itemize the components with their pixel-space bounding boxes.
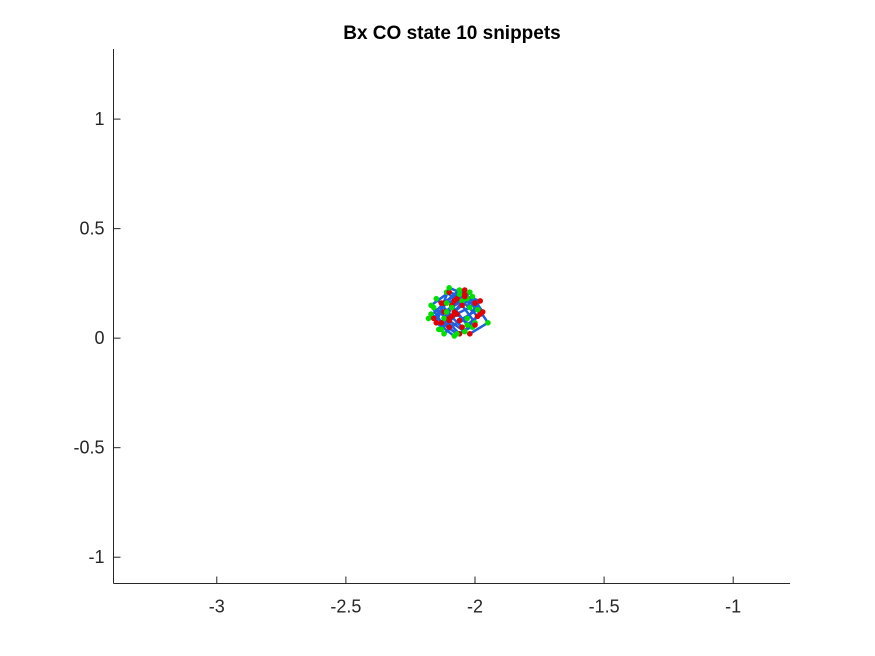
snippet-point xyxy=(456,317,463,324)
snippet-point xyxy=(464,315,471,322)
snippet-point xyxy=(472,322,478,328)
y-tick-label: 0.5 xyxy=(79,219,104,239)
snippet-point xyxy=(461,293,468,300)
snippet-point xyxy=(433,320,440,326)
snippet-point xyxy=(443,300,450,306)
snippet-point xyxy=(446,289,453,296)
snippet-line-8 xyxy=(429,293,482,329)
x-tick-label: -2 xyxy=(467,597,483,617)
snippet-point xyxy=(451,333,458,339)
snippet-point xyxy=(443,309,450,315)
snippet-point xyxy=(459,298,465,304)
snippet-point xyxy=(459,324,465,331)
y-tick-label: -1 xyxy=(88,547,104,567)
plot-area xyxy=(113,49,790,584)
snippet-point xyxy=(433,295,440,302)
snippet-point xyxy=(456,287,463,293)
snippet-point xyxy=(430,315,437,322)
snippet-point xyxy=(461,328,468,335)
snippet-point xyxy=(438,300,445,306)
snippet-point xyxy=(485,320,491,326)
snippet-point xyxy=(474,306,481,313)
snippet-point xyxy=(438,320,445,326)
snippet-point xyxy=(446,315,453,322)
snippet-point xyxy=(477,298,484,304)
chart-title: Bx CO state 10 snippets xyxy=(343,23,561,44)
snippet-point xyxy=(446,324,453,331)
snippet-point xyxy=(428,311,434,317)
x-tick-label: -1.5 xyxy=(589,597,620,617)
snippet-point xyxy=(441,331,447,337)
snippet-point xyxy=(467,331,473,337)
snippet-point xyxy=(472,300,478,306)
snippet-point xyxy=(441,315,447,322)
y-tick-label: 1 xyxy=(94,109,104,129)
snippet-point xyxy=(464,322,471,328)
y-tick-label: 0 xyxy=(94,328,104,348)
y-tick-label: -0.5 xyxy=(73,438,104,458)
snippet-point xyxy=(467,289,473,296)
x-tick-label: -2.5 xyxy=(330,597,361,617)
snippet-point xyxy=(449,304,455,311)
y-ticks: -1 -0.5 0 0.5 1 xyxy=(73,109,121,567)
x-ticks: -3 -2.5 -2 -1.5 -1 xyxy=(209,576,741,617)
snippet-point xyxy=(477,311,484,317)
x-tick-label: -3 xyxy=(209,597,225,617)
marker-layer xyxy=(425,285,491,339)
x-tick-label: -1 xyxy=(725,597,741,617)
snippet-point xyxy=(469,293,476,300)
snippet-point xyxy=(456,291,463,298)
snippet-point xyxy=(451,298,458,304)
snippet-point xyxy=(467,304,473,311)
snippet-point xyxy=(459,302,465,309)
snippet-point xyxy=(438,326,445,333)
snippet-point xyxy=(425,315,432,322)
snippet-point xyxy=(461,287,468,293)
snippet-point xyxy=(428,302,434,309)
snippet-point xyxy=(446,285,453,291)
snippet-point xyxy=(454,311,460,317)
